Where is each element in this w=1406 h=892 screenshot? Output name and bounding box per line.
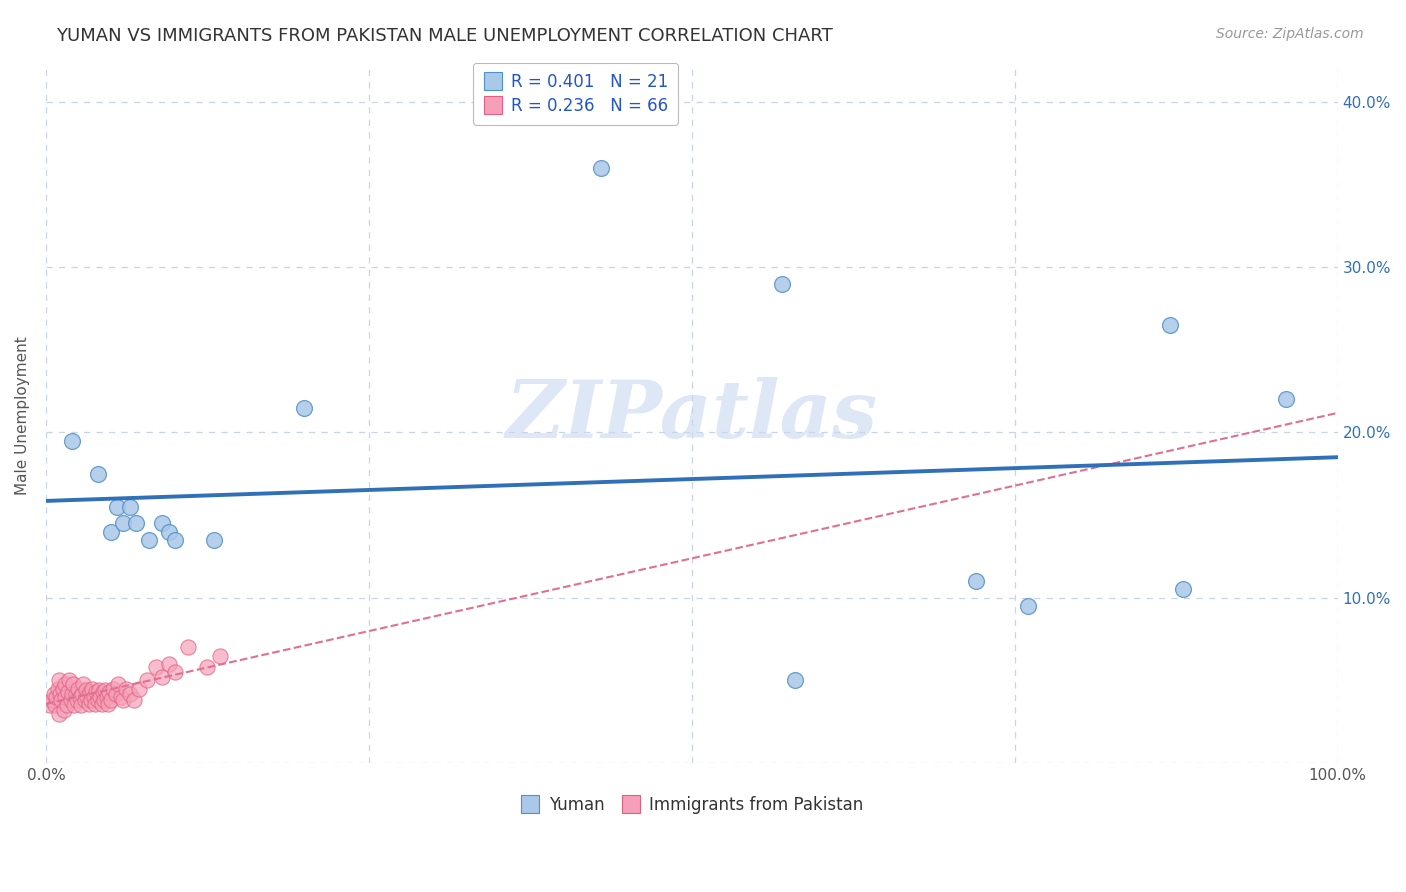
Point <box>112 516 135 531</box>
Point <box>53 677 76 691</box>
Point <box>79 685 101 699</box>
Text: ZIPatlas: ZIPatlas <box>506 377 877 455</box>
Point <box>49 687 72 701</box>
Point <box>93 693 115 707</box>
Point <box>177 640 200 655</box>
Point <box>157 657 180 671</box>
Point <box>1275 392 1298 407</box>
Point <box>104 687 127 701</box>
Point <box>292 401 315 415</box>
Point <box>145 660 167 674</box>
Point <box>48 673 70 688</box>
Point <box>42 687 65 701</box>
Point <box>157 524 180 539</box>
Point <box>38 698 60 713</box>
Point <box>56 685 79 699</box>
Point <box>48 706 70 721</box>
Point <box>46 681 69 696</box>
Point <box>100 524 122 539</box>
Point <box>965 574 987 589</box>
Point <box>69 690 91 704</box>
Point <box>86 693 108 707</box>
Point <box>62 677 84 691</box>
Point <box>58 673 80 688</box>
Point <box>41 693 63 707</box>
Point <box>83 690 105 704</box>
Point <box>100 693 122 707</box>
Point <box>118 687 141 701</box>
Point <box>118 500 141 514</box>
Point <box>91 685 114 699</box>
Point <box>98 685 121 699</box>
Point <box>135 673 157 688</box>
Point <box>86 685 108 699</box>
Point <box>45 690 67 704</box>
Text: YUMAN VS IMMIGRANTS FROM PAKISTAN MALE UNEMPLOYMENT CORRELATION CHART: YUMAN VS IMMIGRANTS FROM PAKISTAN MALE U… <box>56 27 832 45</box>
Point <box>94 683 117 698</box>
Point <box>67 681 90 696</box>
Point <box>82 681 104 696</box>
Point <box>115 681 138 696</box>
Point <box>73 693 96 707</box>
Point <box>112 693 135 707</box>
Point <box>1171 582 1194 597</box>
Point <box>70 698 93 713</box>
Point <box>89 690 111 704</box>
Point <box>66 693 89 707</box>
Point <box>770 277 793 291</box>
Text: Source: ZipAtlas.com: Source: ZipAtlas.com <box>1216 27 1364 41</box>
Point <box>202 533 225 547</box>
Point <box>44 698 66 713</box>
Point <box>53 690 76 704</box>
Point <box>110 690 132 704</box>
Point <box>197 660 219 674</box>
Point <box>105 500 128 514</box>
Point <box>128 681 150 696</box>
Point <box>96 690 118 704</box>
Point <box>86 467 108 481</box>
Point <box>1017 599 1039 613</box>
Point <box>55 698 77 713</box>
Point <box>65 687 87 701</box>
Point <box>60 687 83 701</box>
Point <box>209 648 232 663</box>
Point <box>87 683 110 698</box>
Point <box>80 693 103 707</box>
Legend: Yuman, Immigrants from Pakistan: Yuman, Immigrants from Pakistan <box>510 786 873 824</box>
Point <box>77 697 100 711</box>
Point <box>53 703 76 717</box>
Point <box>138 533 160 547</box>
Point <box>51 693 73 707</box>
Point <box>90 697 112 711</box>
Point <box>60 434 83 448</box>
Point <box>1159 318 1181 332</box>
Point <box>63 698 86 713</box>
Point <box>75 683 97 698</box>
Point <box>150 670 173 684</box>
Point <box>125 516 148 531</box>
Point <box>165 665 187 680</box>
Point <box>165 533 187 547</box>
Point <box>52 681 75 696</box>
Point <box>76 690 98 704</box>
Point <box>84 697 107 711</box>
Point <box>122 693 145 707</box>
Point <box>70 687 93 701</box>
Point <box>107 677 129 691</box>
Point <box>101 681 124 696</box>
Point <box>591 161 613 175</box>
Point <box>150 516 173 531</box>
Point <box>785 673 807 688</box>
Point <box>97 697 120 711</box>
Point <box>72 677 94 691</box>
Point <box>59 693 82 707</box>
Y-axis label: Male Unemployment: Male Unemployment <box>15 336 30 495</box>
